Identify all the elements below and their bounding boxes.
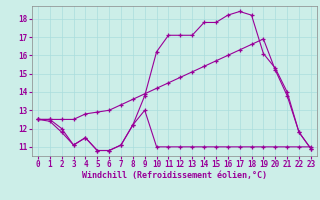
X-axis label: Windchill (Refroidissement éolien,°C): Windchill (Refroidissement éolien,°C) — [82, 171, 267, 180]
